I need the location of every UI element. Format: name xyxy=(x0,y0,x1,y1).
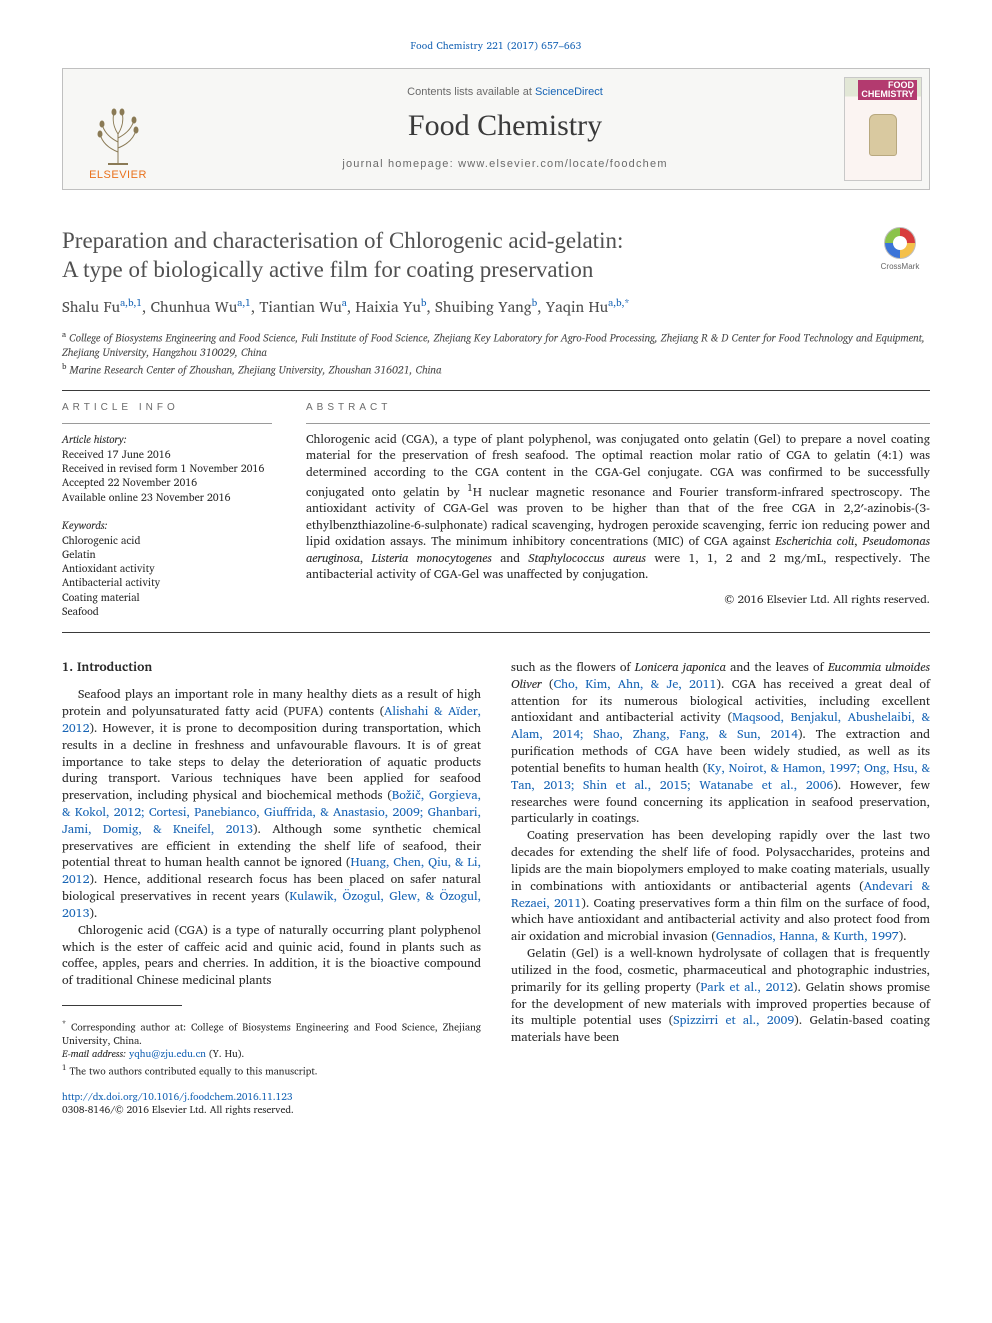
author-sup: a,b,1 xyxy=(120,295,142,311)
author-sup: a,b,* xyxy=(608,295,629,311)
corr-sup: * xyxy=(62,1016,66,1030)
note1-text: The two authors contributed equally to t… xyxy=(69,1063,317,1079)
author-name: Shalu Fu xyxy=(62,294,120,319)
title-row: Preparation and characterisation of Chlo… xyxy=(62,226,930,285)
keywords-head: Keywords: xyxy=(62,518,272,532)
journal-mid: Contents lists available at ScienceDirec… xyxy=(173,69,837,189)
affiliations: a College of Biosystems Engineering and … xyxy=(62,329,930,377)
doi-block: http://dx.doi.org/10.1016/j.foodchem.201… xyxy=(62,1091,930,1118)
author-name: , Tiantian Wu xyxy=(251,294,342,319)
issn-line: 0308-8146/© 2016 Elsevier Ltd. All right… xyxy=(62,1102,294,1118)
rule-bottom xyxy=(62,632,930,633)
journal-header-box: ELSEVIER Contents lists available at Sci… xyxy=(62,68,930,190)
note1-sup: 1 xyxy=(62,1060,67,1074)
crossmark-label: CrossMark xyxy=(881,262,920,273)
elsevier-tree-icon xyxy=(90,104,146,166)
homepage-url[interactable]: www.elsevier.com/locate/foodchem xyxy=(458,158,668,170)
body-col-left: 1. Introduction Seafood plays an importa… xyxy=(62,659,481,1079)
header-citation: Food Chemistry 221 (2017) 657–663 xyxy=(62,40,930,54)
keywords-list: Chlorogenic acidGelatinAntioxidant activ… xyxy=(62,533,272,618)
contents-prefix: Contents lists available at xyxy=(407,86,535,98)
article-page: Food Chemistry 221 (2017) 657–663 xyxy=(0,0,992,1148)
citation-ref[interactable]: Spizzirri et al., 2009 xyxy=(673,1010,794,1030)
crossmark-badge[interactable]: CrossMark xyxy=(870,226,930,273)
email-label: E-mail address: xyxy=(62,1046,126,1062)
col-right-paras: such as the flowers of Lonicera japonica… xyxy=(511,659,930,1046)
info-rule-1 xyxy=(62,423,272,424)
col-left-paras: Seafood plays an important role in many … xyxy=(62,686,481,989)
abstract-text: Chlorogenic acid (CGA), a type of plant … xyxy=(306,432,930,584)
info-heading: article info xyxy=(62,401,272,415)
author-name: , Haixia Yu xyxy=(347,294,421,319)
corresponding-note: * Corresponding author at: College of Bi… xyxy=(62,1018,481,1048)
info-abstract-row: article info Article history: Received 1… xyxy=(62,401,930,618)
author-name: , Shuibing Yang xyxy=(426,294,531,319)
journal-title: Food Chemistry xyxy=(408,106,602,147)
body-paragraph: such as the flowers of Lonicera japonica… xyxy=(511,659,930,827)
affil-sup: b xyxy=(62,359,66,373)
footnotes: * Corresponding author at: College of Bi… xyxy=(62,1018,481,1079)
body-paragraph: Chlorogenic acid (CGA) is a type of natu… xyxy=(62,922,481,989)
abstract-col: abstract Chlorogenic acid (CGA), a type … xyxy=(306,401,930,618)
affil-sup: a xyxy=(62,327,66,341)
corr-text: Corresponding author at: College of Bios… xyxy=(62,1019,481,1049)
cover-jar-icon xyxy=(869,114,897,156)
paper-title: Preparation and characterisation of Chlo… xyxy=(62,226,854,285)
affiliation: a College of Biosystems Engineering and … xyxy=(62,329,930,359)
abs-rule-1 xyxy=(306,423,930,424)
body-col-right: such as the flowers of Lonicera japonica… xyxy=(511,659,930,1079)
history-head: Article history: xyxy=(62,432,272,446)
keyword: Seafood xyxy=(62,604,272,618)
abstract-copyright: © 2016 Elsevier Ltd. All rights reserved… xyxy=(306,592,930,608)
text-run: Chlorogenic acid (CGA) is a type of natu… xyxy=(62,920,481,990)
section-1-heading: 1. Introduction xyxy=(62,659,481,676)
body-columns: 1. Introduction Seafood plays an importa… xyxy=(62,659,930,1079)
footnote-rule xyxy=(62,1005,182,1006)
contents-line: Contents lists available at ScienceDirec… xyxy=(407,85,603,100)
publisher-block: ELSEVIER xyxy=(63,69,173,189)
cover-word2: CHEMISTRY xyxy=(861,89,914,99)
crossmark-icon xyxy=(883,226,917,260)
publisher-label: ELSEVIER xyxy=(89,168,147,183)
journal-homepage-line: journal homepage: www.elsevier.com/locat… xyxy=(342,157,667,172)
author-name: , Yaqin Hu xyxy=(537,294,608,319)
history-list: Received 17 June 2016Received in revised… xyxy=(62,447,272,504)
journal-cover-icon: FOOD CHEMISTRY xyxy=(844,77,922,181)
abstract-heading: abstract xyxy=(306,401,930,415)
email-who: (Y. Hu). xyxy=(209,1046,244,1062)
equal-contrib-note: 1 The two authors contributed equally to… xyxy=(62,1062,481,1079)
cover-text: FOOD CHEMISTRY xyxy=(858,80,917,100)
body-paragraph: Seafood plays an important role in many … xyxy=(62,686,481,922)
cover-block: FOOD CHEMISTRY xyxy=(837,69,929,189)
rule-top xyxy=(62,390,930,391)
email-line: E-mail address: yqhu@zju.edu.cn (Y. Hu). xyxy=(62,1048,481,1062)
body-paragraph: Gelatin (Gel) is a well-known hydrolysat… xyxy=(511,945,930,1046)
history-line: Available online 23 November 2016 xyxy=(62,490,272,504)
author-line: Shalu Fua,b,1, Chunhua Wua,1, Tiantian W… xyxy=(62,296,930,319)
author-name: , Chunhua Wu xyxy=(142,294,237,319)
article-info-col: article info Article history: Received 1… xyxy=(62,401,272,618)
affiliation: b Marine Research Center of Zhoushan, Zh… xyxy=(62,361,930,377)
sciencedirect-link[interactable]: ScienceDirect xyxy=(535,86,603,98)
body-paragraph: Coating preservation has been developing… xyxy=(511,827,930,945)
title-line-2: A type of biologically active film for c… xyxy=(62,257,593,282)
homepage-prefix: journal homepage: xyxy=(342,158,458,170)
title-line-1: Preparation and characterisation of Chlo… xyxy=(62,228,623,253)
author-sup: a,1 xyxy=(237,295,251,311)
email-link[interactable]: yqhu@zju.edu.cn xyxy=(129,1046,206,1062)
